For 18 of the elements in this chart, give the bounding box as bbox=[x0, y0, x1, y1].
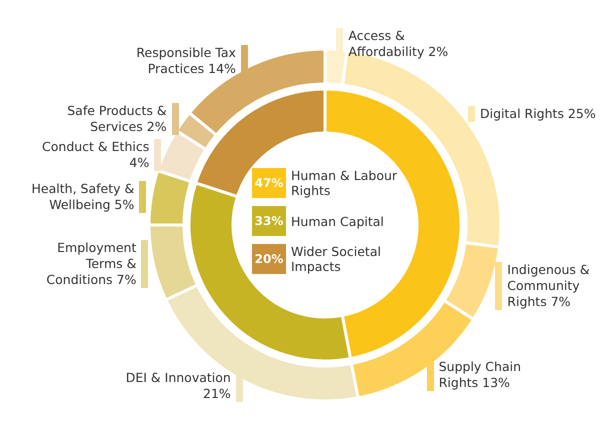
slice-label: Responsible Tax Practices 14% bbox=[135, 45, 237, 78]
slice-label: Conduct & Ethics bbox=[42, 138, 150, 154]
data-label: 33% bbox=[252, 206, 286, 236]
slice-label: Access & Affordability 2% bbox=[347, 28, 450, 60]
slice-label: Safe Products & Services 2% bbox=[66, 102, 168, 135]
data-label: 47% bbox=[252, 168, 286, 198]
data-label: 21% bbox=[203, 386, 231, 402]
slice-label: DEI & Innovation bbox=[126, 370, 231, 386]
legend-label: Human Capital bbox=[291, 214, 385, 228]
legend-label: Human & Labour Rights bbox=[291, 168, 398, 198]
data-label: 20% bbox=[252, 244, 286, 274]
slice-label: Employment Terms & Conditions 7% bbox=[45, 240, 138, 288]
legend-label: Wider Societal Impacts bbox=[291, 244, 382, 274]
slice-label: Supply Chain Rights 13% bbox=[438, 358, 522, 391]
slice-label: Indigenous & Community Rights 7% bbox=[506, 262, 591, 310]
slice-label: Health, Safety & Wellbeing 5% bbox=[30, 180, 136, 213]
legend-label: Digital Rights 25% bbox=[479, 106, 596, 122]
data-label: 4% bbox=[129, 154, 150, 170]
